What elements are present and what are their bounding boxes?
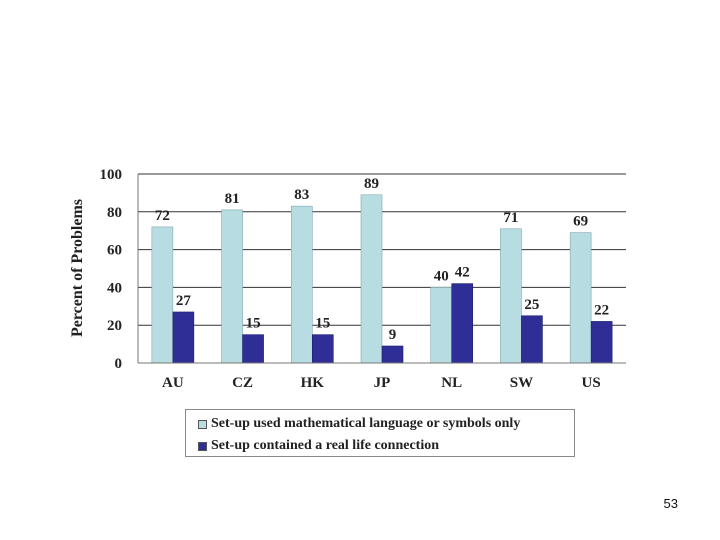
x-tick-label-nl: NL xyxy=(441,375,462,391)
data-label-cz-series-2: 15 xyxy=(246,316,261,332)
x-tick-label-jp: JP xyxy=(374,375,391,391)
bar-jp-series-1 xyxy=(360,194,383,364)
y-tick-label: 40 xyxy=(107,280,122,296)
data-label-us-series-2: 22 xyxy=(594,302,609,318)
data-label-nl-series-2: 42 xyxy=(455,265,470,281)
legend-item-real-life: Set-up contained a real life connection xyxy=(198,438,439,454)
bar-cz-series-2 xyxy=(242,334,264,364)
legend-swatch-real-life xyxy=(198,441,207,451)
bar-nl-series-2 xyxy=(451,283,474,364)
bar-us-series-1 xyxy=(569,232,592,364)
x-tick-label-hk: HK xyxy=(301,375,325,391)
x-tick-label-us: US xyxy=(582,375,601,391)
y-tick-label: 100 xyxy=(100,167,123,183)
data-label-cz-series-1: 81 xyxy=(225,191,240,207)
data-label-jp-series-1: 89 xyxy=(364,176,379,192)
y-axis-label: Percent of Problems xyxy=(69,199,86,337)
bars xyxy=(151,194,613,364)
bar-sw-series-2 xyxy=(521,315,543,364)
legend-label-real-life: Set-up contained a real life connection xyxy=(211,438,440,453)
bar-hk-series-2 xyxy=(311,334,334,364)
data-label-sw-series-1: 71 xyxy=(503,210,518,226)
data-label-sw-series-2: 25 xyxy=(524,297,539,313)
legend-swatch-math-language xyxy=(198,419,207,429)
y-tick-label: 20 xyxy=(107,318,122,334)
page-number: 53 xyxy=(663,496,678,511)
data-label-jp-series-2: 9 xyxy=(389,327,397,343)
y-tick-label: 60 xyxy=(107,243,122,259)
legend: Set-up used mathematical language or sym… xyxy=(185,409,575,457)
data-label-nl-series-1: 40 xyxy=(434,268,449,284)
data-label-hk-series-2: 15 xyxy=(315,316,330,332)
bar-au-series-1 xyxy=(151,226,174,364)
x-tick-label-sw: SW xyxy=(510,375,533,391)
y-tick-label: 0 xyxy=(115,356,123,372)
data-label-hk-series-1: 83 xyxy=(294,187,309,203)
bar-cz-series-1 xyxy=(221,209,243,364)
data-labels: 72 27 81 15 83 15 89 9 40 42 71 25 69 22 xyxy=(155,176,609,343)
x-tick-label-cz: CZ xyxy=(232,375,253,391)
bar-nl-series-1 xyxy=(430,287,453,364)
bar-sw-series-1 xyxy=(500,228,522,364)
bar-hk-series-1 xyxy=(290,205,313,364)
bar-us-series-2 xyxy=(590,321,613,364)
y-tick-label: 80 xyxy=(107,205,122,221)
axes: 0 20 40 60 80 100 AU CZ HK JP NL SW US xyxy=(100,167,626,391)
bar-jp-series-2 xyxy=(381,345,404,364)
data-label-au-series-2: 27 xyxy=(176,293,192,309)
legend-item-math-language: Set-up used mathematical language or sym… xyxy=(198,416,520,432)
x-tick-label-au: AU xyxy=(162,375,184,391)
data-label-au-series-1: 72 xyxy=(155,208,170,224)
legend-label-math-language: Set-up used mathematical language or sym… xyxy=(211,416,521,431)
bar-au-series-2 xyxy=(172,311,195,364)
data-label-us-series-1: 69 xyxy=(573,214,588,230)
